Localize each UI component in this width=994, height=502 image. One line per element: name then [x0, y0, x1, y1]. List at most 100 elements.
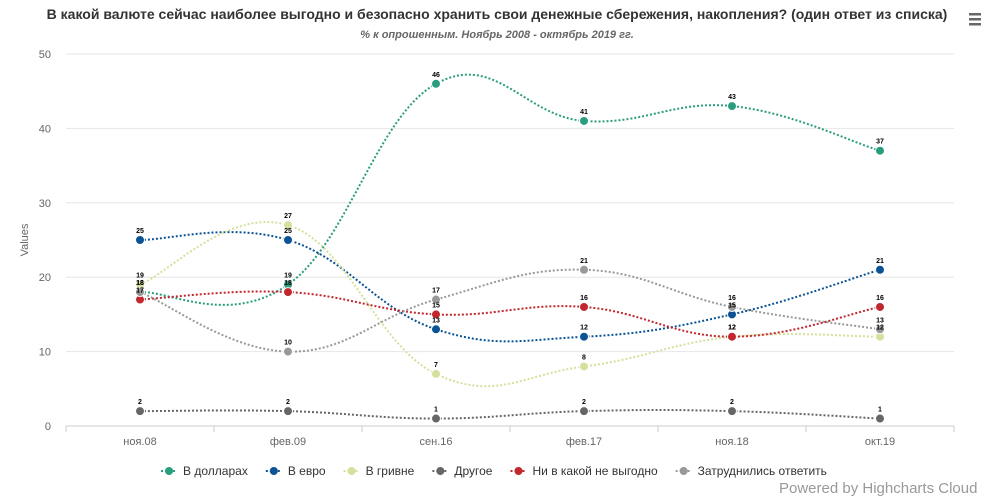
legend-item[interactable]: В долларах	[161, 464, 248, 478]
data-point[interactable]	[283, 220, 293, 231]
data-label: 21	[580, 258, 588, 265]
data-label: 12	[728, 325, 736, 332]
data-label: 2	[138, 399, 142, 406]
y-tick-label: 0	[45, 421, 51, 433]
data-point[interactable]	[431, 368, 441, 379]
x-tick-label: сен.16	[420, 436, 453, 448]
data-label: 16	[876, 295, 884, 302]
y-axis-title: Values	[19, 223, 31, 256]
legend-item[interactable]: Ни в какой не выгодно	[510, 464, 658, 478]
data-point[interactable]	[283, 346, 293, 357]
y-tick-label: 30	[39, 198, 51, 210]
data-label: 7	[434, 362, 438, 369]
data-label: 2	[730, 399, 734, 406]
data-point[interactable]	[135, 287, 145, 298]
y-tick-label: 40	[39, 123, 51, 135]
data-label: 13	[876, 317, 884, 324]
data-point[interactable]	[727, 301, 737, 312]
legend-item[interactable]: Затруднились ответить	[675, 464, 827, 478]
series-line	[139, 73, 881, 306]
series-line	[139, 268, 881, 353]
x-tick-label: окт.19	[865, 436, 895, 448]
data-label: 2	[582, 399, 586, 406]
data-label: 8	[582, 354, 586, 361]
data-label: 25	[136, 228, 144, 235]
data-label: 12	[728, 325, 736, 332]
legend-marker-symbol	[514, 467, 523, 475]
x-tick-label: ноя.08	[123, 436, 156, 448]
series-line	[139, 290, 881, 338]
data-point[interactable]	[579, 331, 589, 342]
data-point[interactable]	[431, 413, 441, 424]
data-point[interactable]	[875, 324, 885, 335]
data-point[interactable]	[727, 331, 737, 342]
data-point[interactable]	[135, 235, 145, 245]
data-point[interactable]	[283, 287, 293, 298]
data-point[interactable]	[283, 406, 293, 417]
x-tick-label: ноя.18	[715, 436, 748, 448]
y-tick-label: 20	[39, 272, 51, 284]
data-point[interactable]	[875, 413, 885, 424]
data-point[interactable]	[579, 115, 589, 126]
legend-label: Другое	[454, 464, 492, 478]
data-point[interactable]	[579, 361, 589, 372]
legend-item[interactable]: В евро	[265, 464, 326, 478]
legend-label: Затруднились ответить	[698, 464, 827, 478]
data-label: 12	[580, 325, 588, 332]
data-label: 41	[580, 109, 588, 116]
legend-item[interactable]: Другое	[432, 464, 493, 478]
x-tick-label: фев.17	[566, 436, 602, 448]
data-label: 13	[432, 317, 440, 324]
plot-series	[135, 73, 885, 424]
data-point[interactable]	[283, 235, 293, 245]
grid	[66, 53, 954, 427]
x-axis: ноя.08 фев.09 сен.16 фев.17 ноя.18 окт.19	[65, 426, 955, 448]
data-point[interactable]	[135, 406, 145, 417]
data-label: 46	[432, 72, 440, 79]
data-label: 18	[284, 280, 292, 287]
data-label: 27	[284, 213, 292, 220]
data-label: 37	[876, 139, 884, 146]
data-point[interactable]	[579, 406, 589, 417]
y-tick-label: 50	[39, 49, 51, 61]
data-point[interactable]	[579, 301, 589, 312]
data-point[interactable]	[431, 324, 441, 335]
legend-marker-symbol	[436, 467, 445, 475]
data-label: 17	[432, 288, 440, 295]
legend-label: Ни в какой не выгодно	[532, 464, 657, 478]
credits-link[interactable]: Powered by Highcharts Cloud	[779, 480, 977, 497]
data-label: 2	[286, 399, 290, 406]
legend-label: В гривне	[366, 464, 415, 478]
data-point[interactable]	[727, 406, 737, 417]
chart-title: В какой валюте сейчас наиболее выгодно и…	[47, 6, 948, 22]
data-point[interactable]	[875, 301, 885, 312]
data-point[interactable]	[431, 309, 441, 320]
legend-label: В евро	[288, 464, 326, 478]
menu-button[interactable]	[966, 10, 984, 28]
data-label: 19	[284, 273, 292, 280]
chart-subtitle: % к опрошенным. Ноябрь 2008 - октябрь 20…	[360, 29, 634, 41]
data-label: 18	[136, 280, 144, 287]
data-point[interactable]	[431, 78, 441, 89]
data-label: 43	[728, 94, 736, 101]
data-point[interactable]	[875, 145, 885, 156]
data-point[interactable]	[727, 101, 737, 112]
legend-item[interactable]: В гривне	[343, 464, 415, 478]
data-label: 15	[432, 302, 440, 309]
data-point[interactable]	[875, 264, 885, 275]
legend-marker-symbol	[347, 467, 356, 475]
data-label: 1	[434, 407, 438, 414]
legend-marker-symbol	[679, 467, 688, 475]
y-axis: 0 10 20 30 40 50	[39, 49, 51, 433]
legend-marker-symbol	[165, 467, 174, 475]
x-tick-label: фев.09	[270, 436, 306, 448]
data-label: 21	[876, 258, 884, 265]
data-label: 15	[728, 302, 736, 309]
series-line	[139, 409, 881, 420]
legend: В долларах В евро В гривне Другое Ни в какой…	[161, 464, 827, 478]
data-point[interactable]	[579, 264, 589, 275]
data-label: 18	[136, 280, 144, 287]
data-label: 16	[580, 295, 588, 302]
data-point[interactable]	[431, 294, 441, 305]
